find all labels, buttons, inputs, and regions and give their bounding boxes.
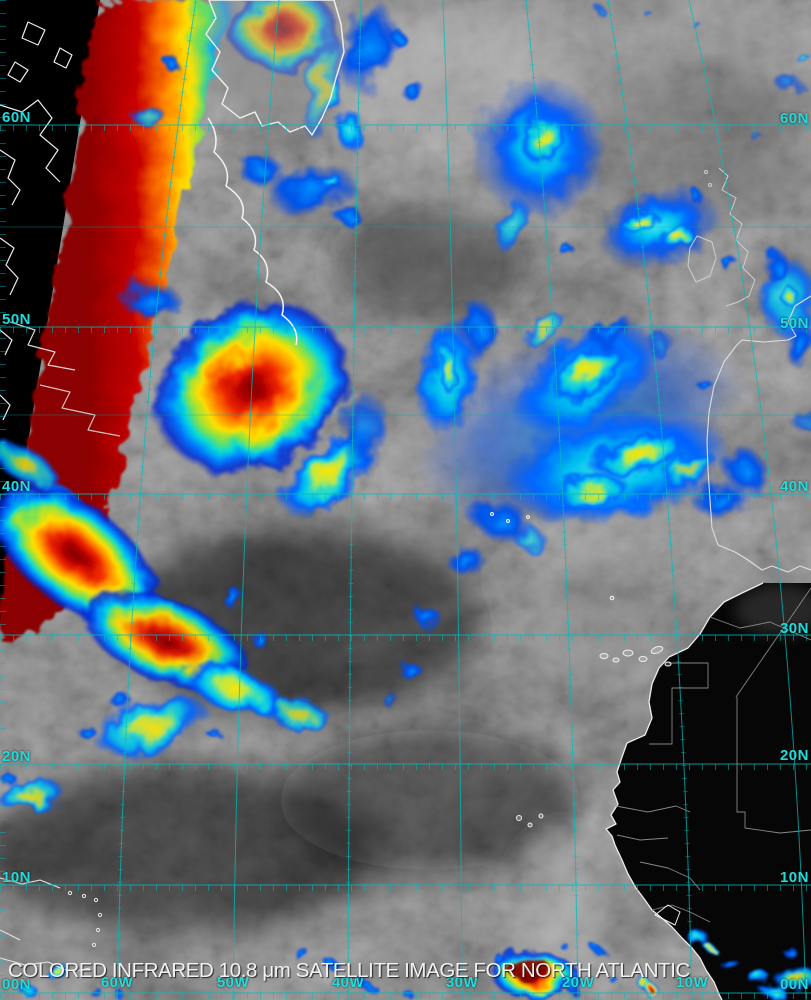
lat-label-right-10n: 10N bbox=[779, 869, 809, 886]
lat-label-right-50n: 50N bbox=[779, 315, 809, 332]
lon-label-50w: 50W bbox=[216, 974, 250, 991]
lon-label-10w: 10W bbox=[675, 974, 709, 991]
lon-label-20w: 20W bbox=[561, 974, 595, 991]
lon-label-60w: 60W bbox=[100, 974, 134, 991]
lat-label-right-40n: 40N bbox=[779, 478, 809, 495]
lat-label-right-60n: 60N bbox=[779, 110, 809, 127]
lat-label-left-10n: 10N bbox=[2, 869, 32, 886]
lat-label-right-00n: 00N bbox=[779, 976, 809, 993]
lat-label-left-50n: 50N bbox=[2, 311, 32, 328]
lat-label-left-20n: 20N bbox=[2, 748, 32, 765]
lat-label-right-30n: 30N bbox=[779, 620, 809, 637]
lon-label-40w: 40W bbox=[331, 974, 365, 991]
caption-block: COLORED INFRARED 10.8 μm SATELLITE IMAGE… bbox=[8, 908, 690, 1000]
lat-label-right-20n: 20N bbox=[779, 747, 809, 764]
lat-label-left-00n: 00N bbox=[2, 976, 32, 993]
lat-label-left-40n: 40N bbox=[2, 478, 32, 495]
caption-title: COLORED INFRARED 10.8 μm SATELLITE IMAGE… bbox=[8, 959, 690, 982]
lon-label-30w: 30W bbox=[445, 974, 479, 991]
lat-label-left-60n: 60N bbox=[2, 109, 32, 126]
